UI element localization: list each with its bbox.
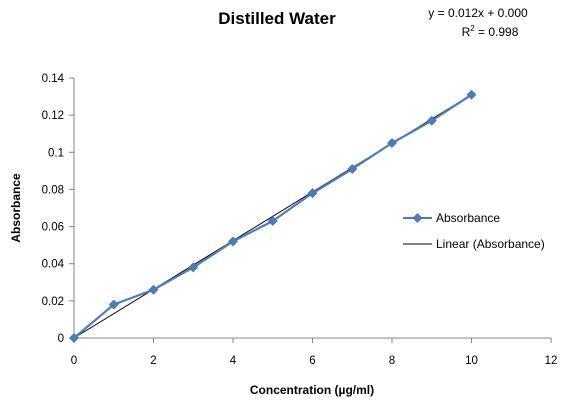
data-point-marker: [188, 262, 199, 273]
legend-diamond-marker: [412, 213, 423, 223]
chart-title: Distilled Water: [218, 9, 336, 28]
y-tick-label: 0.08: [42, 184, 64, 196]
r-squared-superscript: 2: [470, 24, 475, 33]
plot-area: [69, 89, 477, 343]
x-tick-label: 0: [71, 355, 77, 367]
y-ticks: 0 0.02 0.04 0.06 0.08 0.1 0.12 0.14: [42, 73, 74, 345]
data-point-marker: [108, 299, 119, 310]
legend-series-label: Absorbance: [436, 211, 500, 225]
x-tick-label: 4: [230, 355, 237, 367]
y-tick-label: 0: [58, 333, 64, 345]
y-tick-label: 0.14: [42, 73, 65, 85]
x-tick-label: 6: [309, 355, 315, 367]
legend-trendline-label: Linear (Absorbance): [436, 237, 545, 251]
trendline-equation: y = 0.012x + 0.000: [428, 6, 528, 20]
y-tick-label: 0.1: [48, 147, 64, 159]
y-tick-label: 0.12: [42, 110, 64, 122]
r-squared-prefix: R: [462, 25, 471, 39]
y-axis-label: Absorbance: [9, 173, 23, 243]
data-point-marker: [69, 333, 79, 343]
y-tick-label: 0.02: [42, 296, 64, 308]
data-point-marker: [228, 236, 238, 247]
data-point-marker: [148, 284, 159, 295]
x-tick-label: 10: [465, 355, 478, 367]
data-point-marker: [466, 89, 477, 100]
y-tick-label: 0.04: [42, 259, 65, 271]
x-axis-label: Concentration (µg/ml): [250, 383, 374, 397]
r-squared-value: = 0.998: [475, 25, 519, 39]
data-point-marker: [307, 188, 318, 199]
x-tick-label: 12: [545, 355, 558, 367]
y-tick-label: 0.06: [42, 222, 64, 234]
legend: Absorbance Linear (Absorbance): [403, 211, 545, 251]
x-tick-label: 2: [150, 355, 156, 367]
data-point-marker: [387, 138, 397, 148]
x-ticks: 0 2 4 6 8 10 12: [71, 338, 558, 367]
r-squared: R2 = 0.998: [462, 24, 519, 39]
data-point-marker: [347, 164, 358, 174]
x-tick-label: 8: [389, 355, 395, 367]
data-point-marker: [267, 216, 278, 226]
data-point-marker: [426, 115, 437, 126]
